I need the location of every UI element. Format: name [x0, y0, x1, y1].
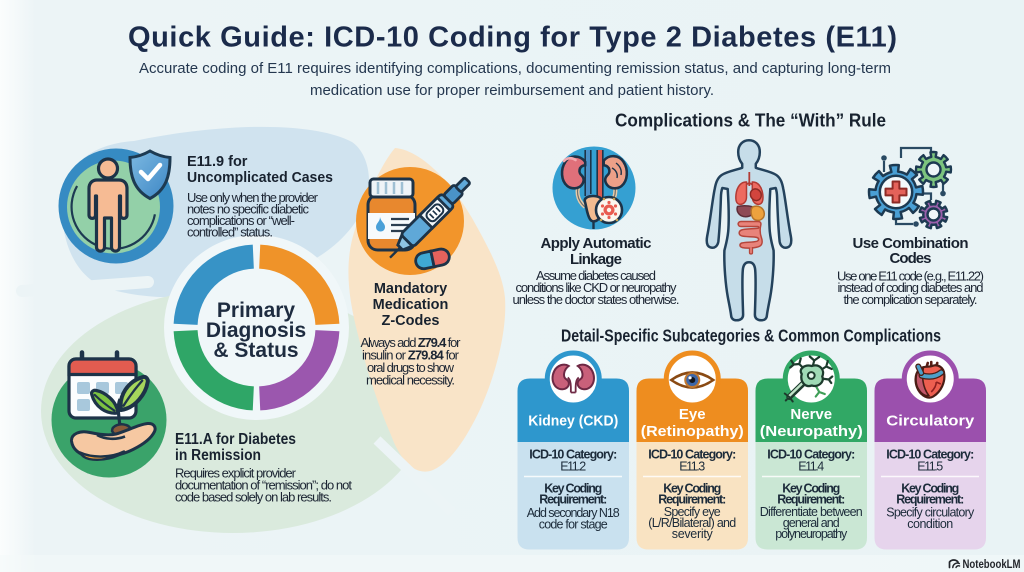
svg-text:Requires explicit provider: Requires explicit provider: [175, 466, 297, 481]
svg-text:NotebookLM: NotebookLM: [963, 559, 1021, 571]
svg-text:ICD-10 Category:: ICD-10 Category:: [529, 448, 617, 462]
svg-text:E11.3: E11.3: [679, 460, 705, 474]
svg-text:Key Coding: Key Coding: [544, 481, 602, 495]
svg-text:in Remission: in Remission: [175, 447, 261, 464]
svg-text:Key Coding: Key Coding: [782, 481, 840, 495]
svg-text:documentation of “remission”;: documentation of “remission”; do not: [175, 478, 352, 493]
svg-text:controlled” status.: controlled” status.: [187, 225, 273, 240]
svg-text:Primary: Primary: [217, 299, 296, 322]
svg-text:ICD-10 Category:: ICD-10 Category:: [648, 448, 736, 462]
svg-text:E11.A for Diabetes: E11.A for Diabetes: [175, 431, 296, 448]
svg-text:E11.5: E11.5: [917, 460, 943, 474]
svg-text:Use Combination: Use Combination: [853, 235, 969, 252]
svg-text:polyneuropathy: polyneuropathy: [775, 527, 848, 541]
svg-text:Differentiate between: Differentiate between: [760, 505, 863, 519]
svg-text:Z-Codes: Z-Codes: [382, 313, 440, 329]
svg-text:(Neuropathy): (Neuropathy): [760, 423, 863, 440]
svg-text:Add secondary N18: Add secondary N18: [527, 506, 620, 520]
svg-text:E11.4: E11.4: [798, 460, 824, 474]
svg-text:medical necessity.: medical necessity.: [366, 373, 455, 388]
svg-text:instead of coding diabetes and: instead of coding diabetes and: [838, 280, 984, 295]
svg-text:Always add Z79.4 for: Always add Z79.4 for: [361, 335, 462, 350]
svg-text:E11.2: E11.2: [560, 460, 586, 474]
svg-text:Diagnosis: Diagnosis: [206, 319, 306, 342]
svg-text:Requirement:: Requirement:: [777, 492, 845, 506]
svg-text:Linkage: Linkage: [570, 251, 622, 268]
svg-text:Key Coding: Key Coding: [901, 481, 959, 495]
svg-text:Quick Guide: ICD-10 Coding for: Quick Guide: ICD-10 Coding for Type 2 Di…: [128, 22, 897, 54]
svg-text:E11.9 for: E11.9 for: [187, 154, 248, 170]
svg-text:severity: severity: [672, 527, 714, 541]
svg-text:Circulatory: Circulatory: [886, 413, 975, 430]
svg-text:the complication separately.: the complication separately.: [844, 292, 978, 307]
svg-text:Use one E11 code (e.g., E11.22: Use one E11 code (e.g., E11.22): [837, 268, 984, 283]
svg-text:Use only when the provider: Use only when the provider: [187, 190, 319, 205]
svg-text:Requirement:: Requirement:: [539, 492, 607, 506]
svg-text:Mandatory: Mandatory: [374, 281, 447, 297]
svg-text:oral drugs to show: oral drugs to show: [367, 360, 455, 375]
svg-text:Nerve: Nerve: [790, 406, 832, 423]
svg-text:Requirement:: Requirement:: [896, 492, 964, 506]
svg-text:Codes: Codes: [890, 250, 932, 267]
svg-text:insulin or Z79.84 for: insulin or Z79.84 for: [362, 348, 460, 363]
svg-text:condition: condition: [907, 517, 953, 531]
svg-text:complications or “well-: complications or “well-: [187, 213, 295, 228]
svg-text:Assume diabetes caused: Assume diabetes caused: [536, 268, 656, 283]
svg-text:Complications & The “With” Rul: Complications & The “With” Rule: [615, 110, 886, 131]
svg-text:Kidney (CKD): Kidney (CKD): [528, 413, 618, 430]
svg-text:notes no specific diabetic: notes no specific diabetic: [187, 202, 310, 217]
svg-text:Eye: Eye: [679, 406, 706, 423]
svg-text:code for stage: code for stage: [539, 517, 608, 531]
svg-text:medication use for proper reim: medication use for proper reimbursement …: [310, 82, 714, 99]
svg-text:Accurate coding of E11 require: Accurate coding of E11 requires identify…: [139, 60, 891, 77]
svg-text:code based solely on lab resul: code based solely on lab results.: [175, 490, 332, 505]
svg-text:ICD-10 Category:: ICD-10 Category:: [886, 448, 974, 462]
svg-text:Medication: Medication: [373, 297, 449, 313]
svg-text:Detail-Specific Subcategories: Detail-Specific Subcategories & Common C…: [561, 326, 941, 346]
svg-text:& Status: & Status: [213, 339, 298, 362]
svg-text:Apply Automatic: Apply Automatic: [541, 235, 652, 252]
svg-text:Specify eye: Specify eye: [664, 505, 721, 519]
svg-text:conditions like CKD or neuropa: conditions like CKD or neuropathy: [516, 280, 678, 295]
svg-text:(Retinopathy): (Retinopathy): [641, 423, 744, 440]
svg-text:Specify circulatory: Specify circulatory: [886, 506, 975, 520]
svg-text:general and: general and: [783, 516, 840, 530]
svg-text:Requirement:: Requirement:: [658, 492, 726, 506]
svg-text:(L/R/Bilateral) and: (L/R/Bilateral) and: [648, 516, 736, 530]
svg-text:ICD-10 Category:: ICD-10 Category:: [767, 448, 855, 462]
svg-text:unless the doctor states other: unless the doctor states otherwise.: [513, 292, 680, 307]
svg-text:Uncomplicated Cases: Uncomplicated Cases: [187, 170, 333, 186]
svg-text:Key Coding: Key Coding: [663, 481, 721, 495]
